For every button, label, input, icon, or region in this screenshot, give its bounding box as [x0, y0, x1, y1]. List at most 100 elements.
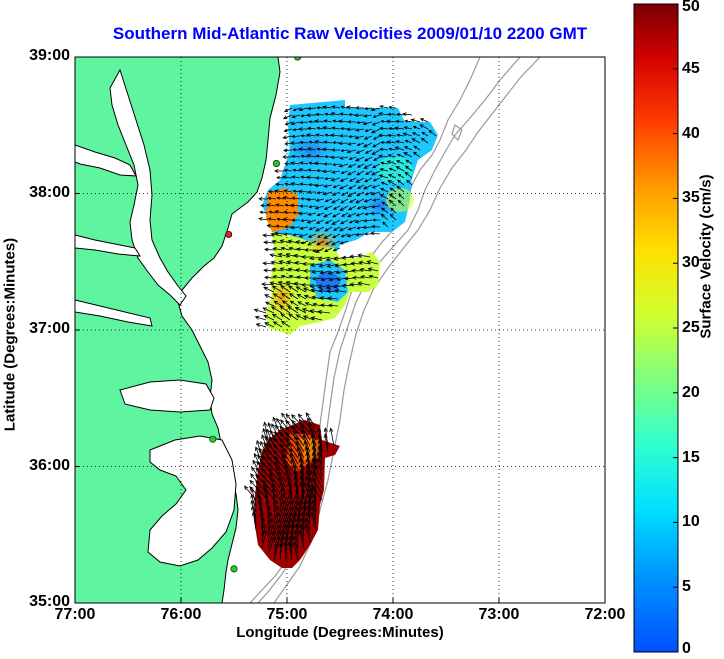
- velocity-arrow: [268, 472, 281, 489]
- velocity-arrow: [403, 152, 413, 158]
- velocity-arrow: [332, 141, 341, 145]
- velocity-arrow: [314, 161, 325, 166]
- velocity-arrow: [351, 268, 363, 273]
- velocity-arrow: [380, 181, 389, 186]
- velocity-arrow: [275, 182, 285, 187]
- velocity-arrow: [288, 313, 299, 321]
- velocity-arrow: [285, 420, 299, 435]
- velocity-arrow: [364, 156, 373, 162]
- velocity-arrow: [315, 154, 325, 158]
- velocity-arrow: [314, 205, 325, 210]
- velocity-arrow: [367, 267, 379, 272]
- velocity-arrow: [363, 198, 373, 203]
- velocity-arrow: [285, 487, 292, 507]
- velocity-arrow: [388, 127, 397, 131]
- velocity-arrow: [332, 119, 341, 123]
- y-axis-label: Latitude (Degrees:Minutes): [1, 237, 19, 432]
- velocity-arrow: [272, 321, 283, 328]
- velocity-arrow: [311, 269, 323, 274]
- velocity-arrow: [396, 133, 405, 137]
- velocity-arrow: [280, 292, 291, 300]
- velocity-arrow: [294, 306, 307, 314]
- velocity-arrow: [258, 196, 269, 201]
- velocity-arrow: [266, 224, 277, 228]
- velocity-arrow: [347, 226, 357, 231]
- velocity-arrow: [372, 114, 381, 118]
- velocity-arrow: [320, 303, 331, 308]
- velocity-arrow: [267, 523, 275, 543]
- velocity-arrow: [270, 232, 283, 237]
- velocity-arrow: [273, 300, 283, 307]
- velocity-arrow: [302, 287, 315, 293]
- velocity-arrow: [267, 196, 277, 201]
- velocity-arrow: [298, 211, 309, 216]
- velocity-arrow: [364, 191, 373, 196]
- velocity-arrow: [295, 314, 307, 321]
- x-tick-label: 73:00: [478, 606, 520, 623]
- velocity-arrow: [334, 288, 347, 293]
- velocity-arrow: [315, 226, 325, 232]
- velocity-arrow: [332, 184, 341, 189]
- velocity-arrow: [344, 276, 355, 281]
- velocity-arrow: [315, 176, 324, 180]
- velocity-arrow: [300, 134, 309, 138]
- velocity-arrow: [267, 467, 281, 483]
- velocity-arrow: [299, 204, 309, 208]
- velocity-arrow: [261, 282, 275, 287]
- velocity-arrow: [330, 177, 341, 182]
- velocity-arrow: [373, 156, 381, 161]
- velocity-arrow: [379, 188, 389, 193]
- velocity-arrow: [363, 114, 373, 118]
- velocity-arrow: [308, 226, 317, 231]
- velocity-arrow: [403, 146, 413, 151]
- velocity-arrow: [298, 529, 305, 549]
- velocity-arrow: [370, 107, 381, 112]
- velocity-arrow: [287, 239, 299, 244]
- velocity-arrow: [304, 248, 314, 252]
- velocity-arrow: [274, 169, 284, 173]
- velocity-arrow: [336, 277, 347, 282]
- velocity-arrow: [359, 267, 371, 272]
- velocity-arrow: [346, 127, 357, 132]
- velocity-arrow: [356, 142, 365, 146]
- velocity-arrow: [260, 440, 269, 459]
- velocity-arrow: [290, 161, 301, 166]
- velocity-arrow: [292, 233, 301, 237]
- velocity-arrow: [279, 499, 286, 519]
- velocity-arrow: [323, 184, 333, 188]
- velocity-arrow: [363, 135, 373, 140]
- velocity-arrow: [387, 112, 397, 117]
- velocity-arrow: [292, 189, 301, 193]
- velocity-arrow: [306, 154, 317, 158]
- velocity-arrow: [273, 541, 280, 561]
- velocity-arrow: [340, 127, 349, 131]
- velocity-arrow: [298, 147, 309, 152]
- velocity-arrow: [312, 302, 323, 307]
- velocity-arrow: [322, 169, 333, 174]
- velocity-arrow: [362, 121, 373, 126]
- velocity-arrow: [255, 480, 269, 495]
- velocity-arrow: [348, 134, 357, 139]
- velocity-arrow: [412, 151, 421, 158]
- velocity-arrow: [380, 207, 389, 214]
- velocity-arrow: [271, 285, 283, 293]
- velocity-arrow: [282, 196, 293, 200]
- velocity-arrow: [312, 248, 323, 253]
- colorbar: [633, 3, 679, 653]
- velocity-arrow: [315, 219, 325, 224]
- velocity-arrow: [398, 193, 405, 200]
- velocity-arrow: [306, 113, 317, 118]
- velocity-arrow: [282, 217, 293, 222]
- x-tick-label: 72:00: [584, 606, 626, 623]
- velocity-arrow: [262, 261, 275, 266]
- velocity-arrow: [362, 225, 373, 230]
- radar-station-marker: [294, 57, 302, 61]
- velocity-arrow: [298, 107, 309, 112]
- velocity-arrow: [340, 149, 349, 153]
- velocity-arrow: [404, 165, 413, 172]
- velocity-arrow: [307, 233, 317, 238]
- velocity-arrow: [406, 179, 413, 186]
- velocity-arrow: [260, 204, 269, 208]
- velocity-arrow: [310, 262, 323, 268]
- velocity-arrow: [395, 140, 405, 144]
